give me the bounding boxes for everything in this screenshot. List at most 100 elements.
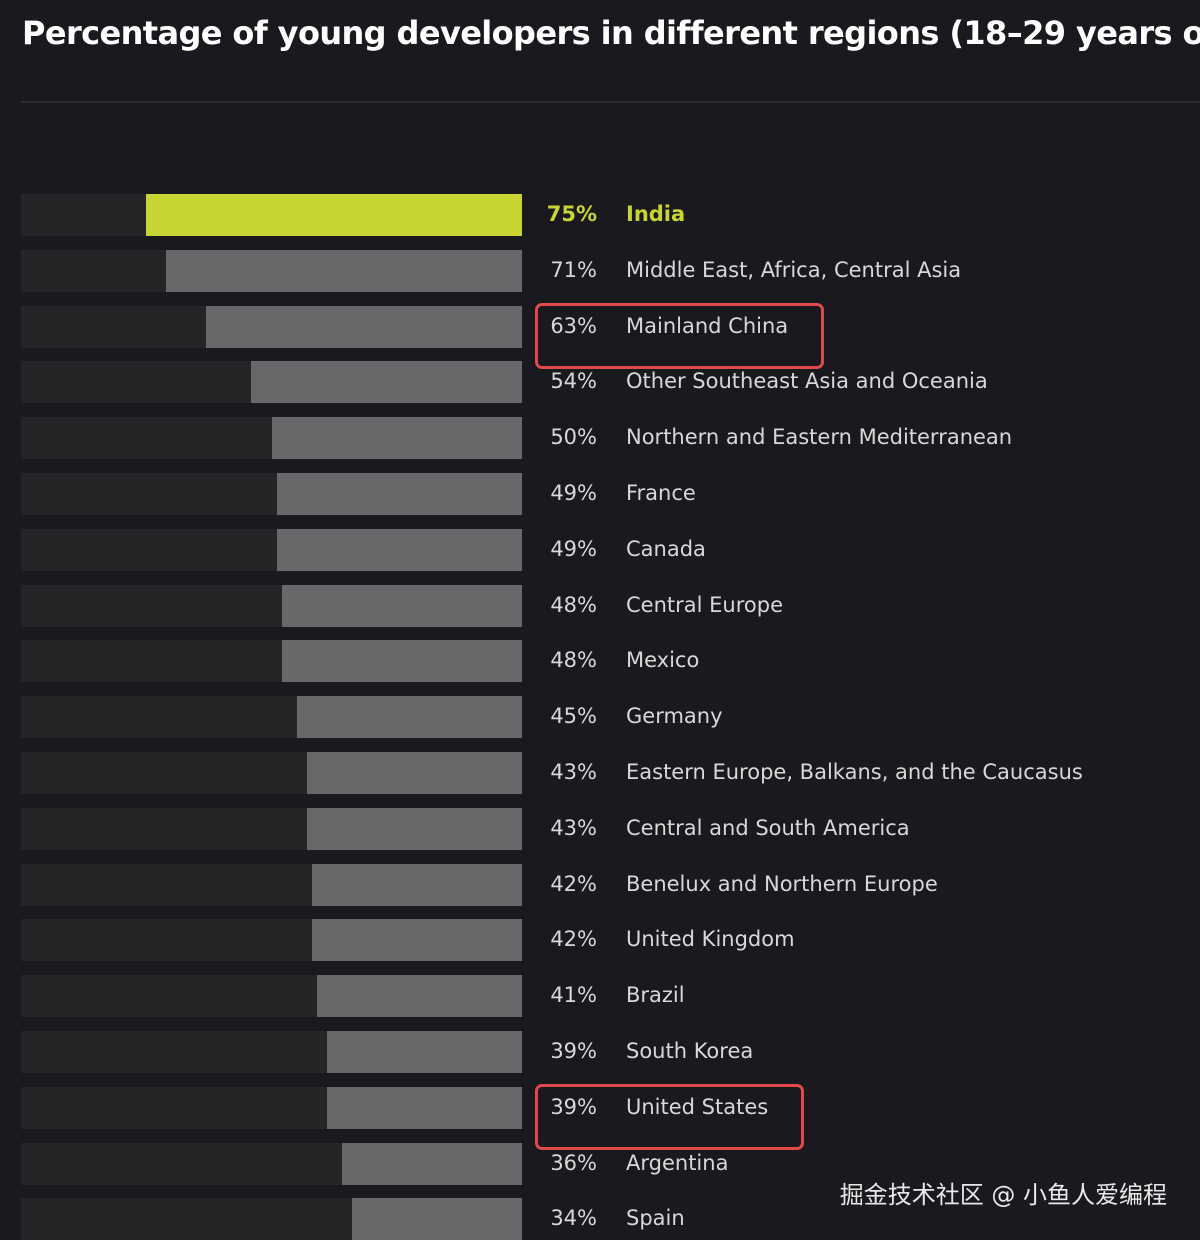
category-label: Eastern Europe, Balkans, and the Caucasu… [626, 760, 1083, 784]
bar-track [21, 1086, 522, 1129]
bar-track [21, 863, 522, 906]
bar-row: 39% South Korea [0, 1031, 1200, 1073]
bar [311, 919, 522, 962]
bar-track [21, 1031, 522, 1073]
bar-track [21, 975, 522, 1018]
value-label: 42% [550, 871, 597, 896]
value-label: 41% [550, 983, 597, 1008]
value-label: 45% [550, 704, 597, 729]
bar-track [21, 1142, 522, 1185]
bar-row: 54% Other Southeast Asia and Oceania [0, 361, 1200, 404]
value-label: 34% [550, 1206, 597, 1231]
bar [166, 249, 522, 292]
value-label: 36% [550, 1150, 597, 1175]
bar-row: 50% Northern and Eastern Mediterranean [0, 417, 1200, 460]
category-label: France [626, 481, 696, 505]
watermark: 掘金技术社区 @ 小鱼人爱编程 [839, 1181, 1167, 1209]
value-label: 39% [550, 1039, 597, 1063]
category-label: Mainland China [626, 313, 789, 338]
bar-row: 41% Brazil [0, 975, 1200, 1018]
category-label: Germany [626, 704, 723, 729]
bar [326, 1086, 522, 1129]
bar [306, 807, 522, 850]
bar-row: 48% Mexico [0, 640, 1200, 683]
value-label: 71% [550, 257, 597, 282]
bar-row: 43% Eastern Europe, Balkans, and the Cauc… [0, 752, 1200, 794]
bar [206, 305, 522, 348]
bar-track [21, 194, 522, 236]
value-label: 49% [550, 481, 597, 505]
value-label: 43% [550, 760, 597, 784]
value-label: 48% [550, 592, 597, 617]
bar-track [21, 249, 522, 292]
bar [281, 640, 522, 683]
bar-track [21, 473, 522, 515]
bar [326, 1031, 522, 1073]
bar-track [21, 1198, 522, 1240]
bar-track [21, 528, 522, 571]
value-label: 39% [550, 1094, 597, 1119]
category-label: India [626, 202, 686, 226]
chart-title: Percentage of young developers in differ… [22, 14, 1200, 52]
bar [281, 584, 522, 627]
bar-row: 43% Central and South America [0, 807, 1200, 850]
category-label: South Korea [626, 1039, 754, 1063]
bar [276, 473, 522, 515]
value-label: 48% [550, 648, 597, 673]
value-label: 42% [550, 927, 597, 952]
category-label: Mexico [626, 648, 700, 673]
category-label: Northern and Eastern Mediterranean [626, 425, 1013, 450]
category-label: Spain [626, 1206, 685, 1231]
value-label: 49% [550, 536, 597, 561]
bar-row: 39% United States [0, 1086, 1200, 1129]
highlight-box [535, 1083, 804, 1150]
title-divider [21, 101, 1200, 103]
bar-row: 48% Central Europe [0, 584, 1200, 627]
value-label: 50% [550, 425, 597, 450]
bar-row: 71% Middle East, Africa, Central Asia [0, 249, 1200, 292]
bar-row: 63% Mainland China [0, 305, 1200, 348]
category-label: United States [626, 1094, 769, 1119]
bar [296, 696, 522, 739]
category-label: Canada [626, 536, 706, 561]
category-label: Central and South America [626, 815, 910, 840]
bar-track [21, 807, 522, 850]
category-label: Middle East, Africa, Central Asia [626, 257, 962, 282]
value-label: 43% [550, 815, 597, 840]
category-label: United Kingdom [626, 927, 795, 952]
bar [316, 975, 522, 1018]
bar [306, 752, 522, 794]
bar-row: 75% India [0, 194, 1200, 236]
bar-track [21, 919, 522, 962]
category-label: Argentina [626, 1150, 729, 1175]
value-label: 75% [546, 202, 597, 226]
bar [251, 361, 522, 404]
bar-track [21, 305, 522, 348]
bar [351, 1198, 522, 1240]
bar [271, 417, 522, 460]
category-label: Central Europe [626, 592, 783, 617]
bar-row: 42% Benelux and Northern Europe [0, 863, 1200, 906]
category-label: Benelux and Northern Europe [626, 871, 938, 896]
category-label: Brazil [626, 983, 685, 1008]
category-label: Other Southeast Asia and Oceania [626, 369, 988, 394]
bar-row: 36% Argentina [0, 1142, 1200, 1185]
bar-track [21, 361, 522, 404]
bar-row: 42% United Kingdom [0, 919, 1200, 962]
bar-track [21, 640, 522, 683]
value-label: 54% [550, 369, 597, 394]
value-label: 63% [550, 313, 597, 338]
bar [311, 863, 522, 906]
bar-track [21, 752, 522, 794]
bar [276, 528, 522, 571]
bar-track [21, 696, 522, 739]
bar-track [21, 417, 522, 460]
bar-row: 49% Canada [0, 528, 1200, 571]
bar [146, 194, 522, 236]
bar-row: 34% Spain [0, 1198, 1200, 1240]
highlight-box [535, 302, 824, 369]
bar [341, 1142, 522, 1185]
bar-track [21, 584, 522, 627]
bar-row: 49% France [0, 473, 1200, 515]
bar-row: 45% Germany [0, 696, 1200, 739]
